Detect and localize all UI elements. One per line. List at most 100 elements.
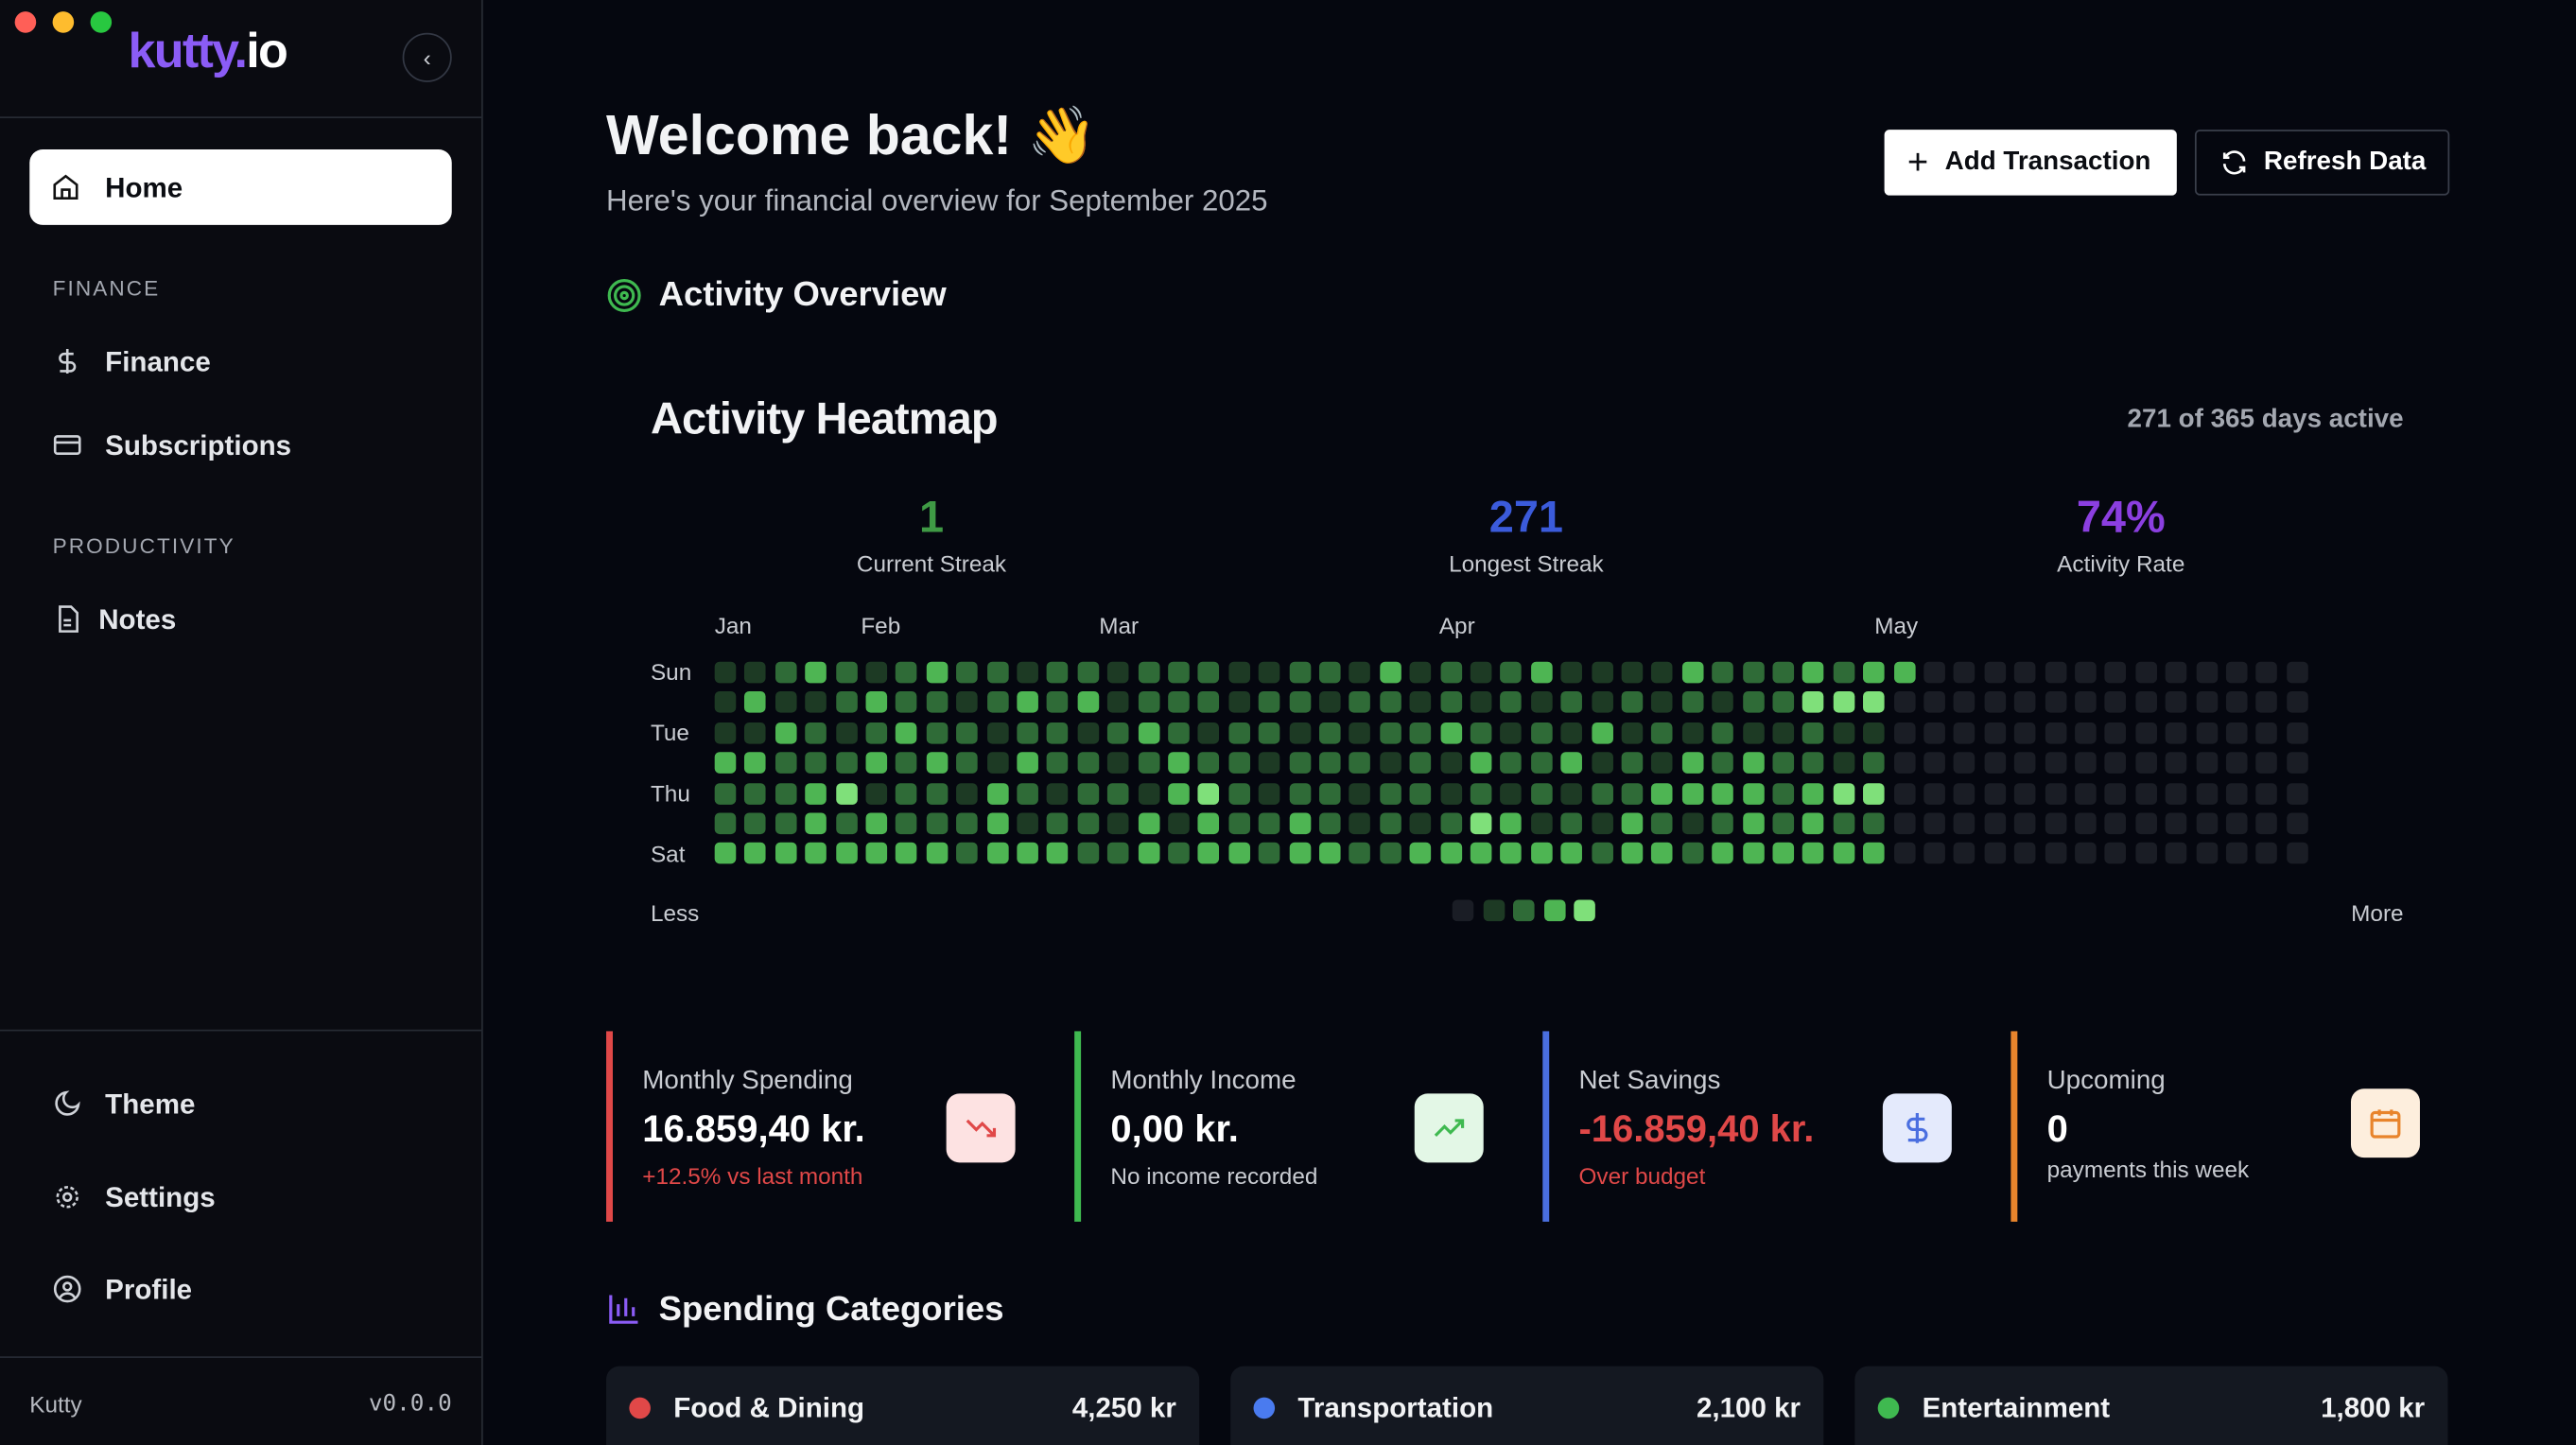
- category-card[interactable]: Food & Dining 4,250 kr: [606, 1366, 1200, 1445]
- legend-swatch: [1512, 899, 1535, 922]
- heatmap-cell: [1470, 691, 1492, 714]
- card-value: -16.859,40 kr.: [1578, 1106, 1815, 1150]
- card-icon: [1414, 1093, 1484, 1163]
- heatmap-cell: [1984, 782, 2006, 805]
- legend-label: More: [2351, 899, 2404, 927]
- heatmap-cell: [1954, 661, 1976, 684]
- heatmap-cell: [1712, 691, 1734, 714]
- heatmap-cell: [1228, 752, 1250, 775]
- heatmap-cell: [1681, 691, 1704, 714]
- heatmap-cell: [1017, 691, 1038, 714]
- heatmap-cell: [1017, 843, 1038, 865]
- page-title: Welcome back! 👋: [606, 105, 1097, 168]
- heatmap-cell: [1047, 782, 1069, 805]
- heatmap-cell: [956, 691, 978, 714]
- heatmap-cell: [1228, 691, 1250, 714]
- heatmap-cell: [1319, 812, 1341, 835]
- heatmap-cell: [1863, 843, 1885, 865]
- heatmap-cell: [744, 722, 767, 744]
- heatmap-cell: [2286, 661, 2308, 684]
- logo-main: kutty: [128, 25, 236, 79]
- heatmap-cell: [1863, 752, 1885, 775]
- heatmap-cell: [1228, 722, 1250, 744]
- nav-item[interactable]: Profile: [105, 1274, 193, 1306]
- legend-label: Less: [650, 899, 700, 927]
- category-name: Entertainment: [1922, 1392, 2111, 1424]
- card-title: Net Savings: [1578, 1067, 1721, 1096]
- heatmap-cell: [1228, 812, 1250, 835]
- heatmap-cell: [1470, 782, 1492, 805]
- heatmap-cell: [1107, 752, 1129, 775]
- heatmap-cell: [2014, 691, 2036, 714]
- nav-item[interactable]: Settings: [105, 1182, 216, 1214]
- heatmap-cell: [1198, 691, 1220, 714]
- nav-item[interactable]: Subscriptions: [105, 429, 292, 461]
- add-transaction-button[interactable]: + Add Transaction: [1884, 130, 2177, 196]
- heatmap-cell: [1138, 843, 1159, 865]
- heatmap-cell: [2135, 812, 2157, 835]
- heatmap-cell: [714, 752, 737, 775]
- heatmap-cell: [1681, 812, 1704, 835]
- collapse-button[interactable]: ‹: [402, 32, 452, 82]
- nav-home[interactable]: Home: [29, 149, 452, 225]
- heatmap-cell: [714, 722, 737, 744]
- heatmap-cell: [2014, 722, 2036, 744]
- heatmap-cell: [1893, 843, 1915, 865]
- heatmap-cell: [1772, 812, 1795, 835]
- heatmap-cell: [775, 782, 797, 805]
- heatmap-cell: [1651, 782, 1674, 805]
- section-title: Activity Overview: [658, 275, 947, 314]
- heatmap-cell: [2075, 782, 2097, 805]
- heatmap-cell: [1168, 691, 1190, 714]
- heatmap-cell: [1107, 843, 1129, 865]
- heatmap-cell: [1168, 812, 1190, 835]
- nav-item[interactable]: Theme: [105, 1088, 196, 1121]
- heatmap-cell: [1017, 812, 1038, 835]
- heatmap-cell: [1893, 812, 1915, 835]
- sidebar: kutty.io ‹ Home FINANCE Finance Subscrip…: [0, 0, 483, 1445]
- heatmap-cell: [2075, 843, 2097, 865]
- heatmap-cell: [2166, 722, 2187, 744]
- heatmap-cell: [2255, 752, 2278, 775]
- heatmap-cell: [2105, 843, 2127, 865]
- heatmap-cell: [1198, 661, 1220, 684]
- nav-item[interactable]: Notes: [98, 603, 177, 635]
- heatmap-cell: [1591, 661, 1613, 684]
- heatmap-cell: [1772, 752, 1795, 775]
- heatmap-cell: [1530, 843, 1553, 865]
- heatmap-cell: [986, 722, 1008, 744]
- stat-card: Monthly Income 0,00 kr. No income recorded: [1074, 1031, 1485, 1222]
- heatmap-cell: [1077, 661, 1099, 684]
- refresh-button[interactable]: Refresh Data: [2194, 130, 2450, 196]
- heatmap-cell: [1893, 782, 1915, 805]
- heatmap-cell: [1923, 752, 1945, 775]
- heatmap-cell: [1077, 843, 1099, 865]
- heatmap-cell: [2166, 782, 2187, 805]
- heatmap-cell: [2166, 812, 2187, 835]
- heatmap-cell: [2135, 782, 2157, 805]
- heatmap-cell: [2286, 691, 2308, 714]
- heatmap-cell: [1470, 752, 1492, 775]
- heatmap-cell: [986, 691, 1008, 714]
- nav-item[interactable]: Finance: [105, 346, 211, 378]
- heatmap-cell: [775, 843, 797, 865]
- heatmap-cell: [2166, 843, 2187, 865]
- card-accent: [1074, 1031, 1082, 1222]
- app-version: v0.0.0: [368, 1390, 452, 1418]
- heatmap-cell: [775, 661, 797, 684]
- heatmap-cell: [1681, 752, 1704, 775]
- category-card[interactable]: Transportation 2,100 kr: [1230, 1366, 1824, 1445]
- heatmap-cell: [1138, 752, 1159, 775]
- heatmap-cell: [1923, 843, 1945, 865]
- heatmap-cell: [926, 722, 949, 744]
- heatmap-cell: [986, 782, 1008, 805]
- heatmap-cell: [2135, 691, 2157, 714]
- heatmap-cell: [2255, 843, 2278, 865]
- heatmap-cell: [2286, 722, 2308, 744]
- category-card[interactable]: Entertainment 1,800 kr: [1854, 1366, 2448, 1445]
- heatmap-cell: [1772, 843, 1795, 865]
- heatmap-cell: [2166, 691, 2187, 714]
- heatmap-cell: [1289, 782, 1311, 805]
- stat-card: Net Savings -16.859,40 kr. Over budget: [1542, 1031, 1953, 1222]
- heatmap-cell: [956, 661, 978, 684]
